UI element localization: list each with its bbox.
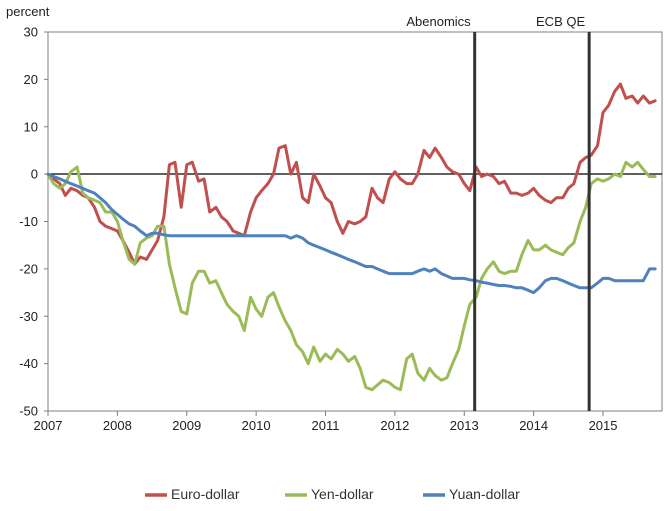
- y-axis-unit-label: percent: [6, 4, 50, 19]
- y-tick-label: 10: [24, 119, 38, 134]
- legend: Euro-dollar Yen-dollar Yuan-dollar: [145, 486, 520, 502]
- x-tick-label: 2011: [312, 418, 340, 433]
- legend-label: Euro-dollar: [171, 486, 240, 502]
- y-tick-label: -10: [19, 214, 38, 229]
- x-tick-label: 2013: [450, 418, 479, 433]
- legend-label: Yuan-dollar: [449, 486, 520, 502]
- y-tick-label: -30: [19, 309, 38, 324]
- x-axis-ticks: 2007 2008 2009 2010 2011 2012 2013 2014 2015: [34, 411, 618, 433]
- series-line-euro-dollar: [46, 82, 657, 266]
- event-markers: Abenomics ECB QE: [406, 14, 591, 411]
- plot-area-frame: [47, 31, 663, 412]
- y-tick-label: 0: [31, 167, 38, 182]
- y-tick-label: -40: [19, 356, 38, 371]
- x-tick-label: 2012: [380, 418, 409, 433]
- y-tick-label: 30: [24, 25, 38, 40]
- x-tick-label: 2014: [519, 418, 548, 433]
- x-tick-label: 2015: [589, 418, 618, 433]
- y-tick-label: 20: [24, 72, 38, 87]
- series-line-yuan-dollar: [46, 172, 657, 295]
- series-lines: [46, 82, 657, 392]
- x-tick-label: 2007: [34, 418, 63, 433]
- legend-label: Yen-dollar: [311, 486, 374, 502]
- x-tick-label: 2008: [103, 418, 132, 433]
- y-tick-label: -50: [19, 404, 38, 419]
- event-label-ecb-qe: ECB QE: [536, 14, 585, 29]
- event-label-abenomics: Abenomics: [406, 14, 471, 29]
- x-tick-label: 2010: [242, 418, 271, 433]
- y-tick-label: -20: [19, 261, 38, 276]
- x-tick-label: 2009: [172, 418, 201, 433]
- series-line-yen-dollar: [46, 160, 657, 392]
- y-axis-ticks: 30 20 10 0 -10 -20 -30 -40 -50: [19, 25, 48, 419]
